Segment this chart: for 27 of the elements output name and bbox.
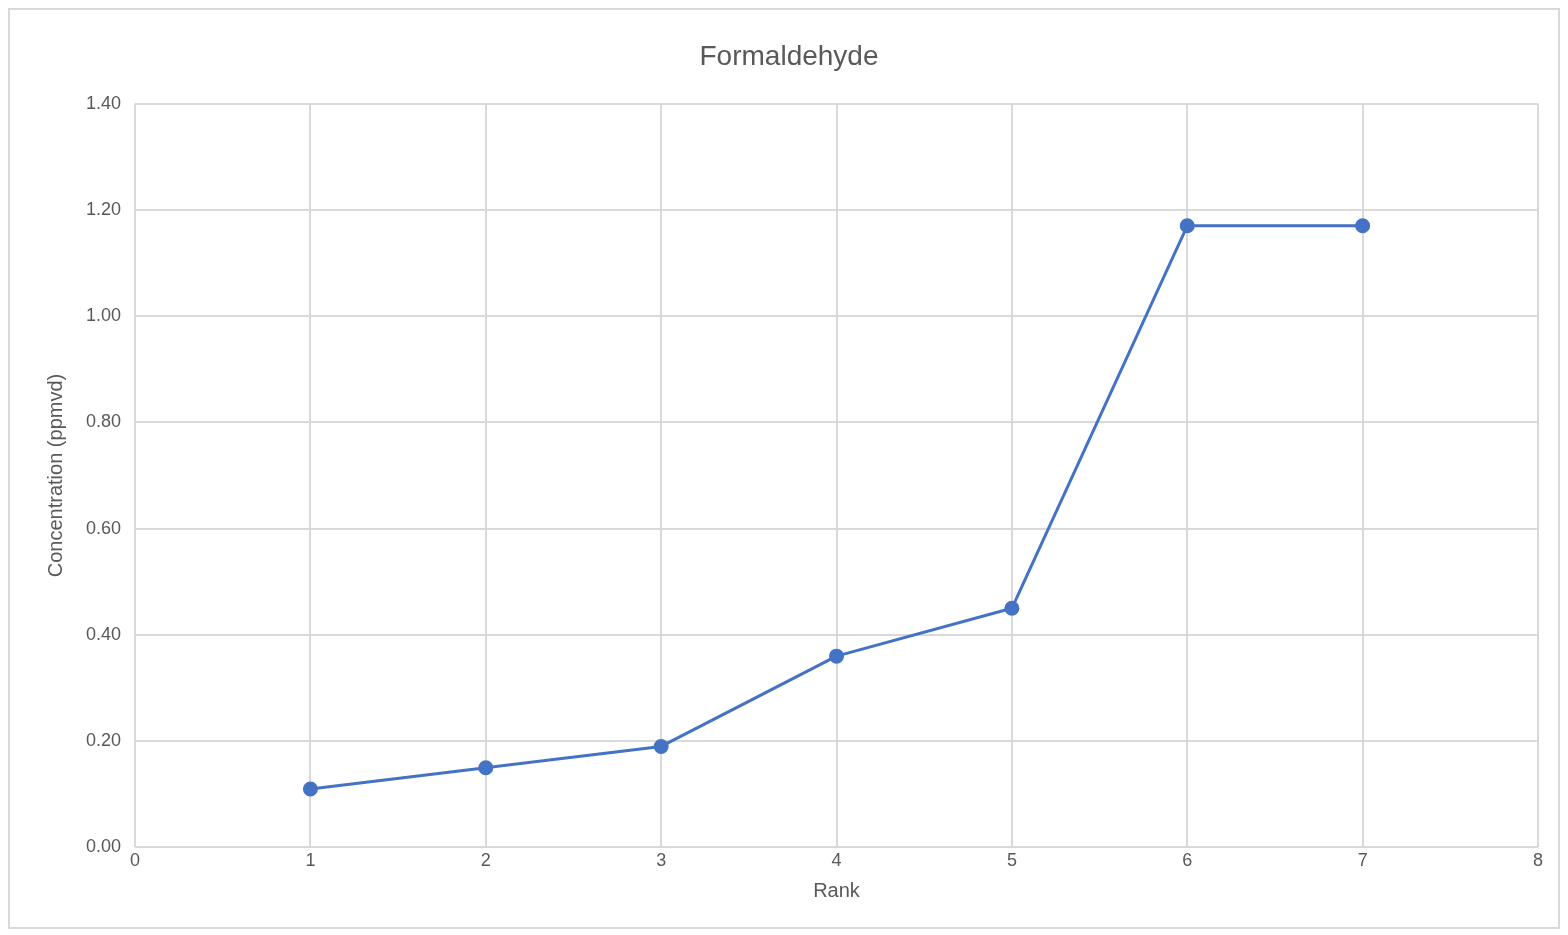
- x-tick-label: 5: [1006, 850, 1017, 871]
- x-tick-label: 6: [1182, 850, 1193, 871]
- y-tick-label: 1.20: [85, 198, 122, 219]
- point: [829, 648, 845, 664]
- y-tick-label: 0.20: [85, 730, 122, 751]
- x-tick-label: 4: [831, 850, 842, 871]
- x-tick-label: 0: [130, 850, 141, 871]
- point: [478, 760, 494, 776]
- point: [1355, 218, 1371, 234]
- y-tick-label: 0.40: [85, 623, 122, 644]
- y-tick-label: 0.60: [85, 517, 122, 538]
- x-tick-label: 7: [1357, 850, 1368, 871]
- chart-title: Formaldehyde: [699, 39, 879, 71]
- y-tick-label: 1.00: [85, 305, 122, 326]
- point: [1004, 600, 1020, 616]
- point: [1179, 218, 1195, 234]
- x-tick-label: 1: [305, 850, 316, 871]
- x-tick-label: 3: [656, 850, 667, 871]
- y-tick-label: 0.00: [85, 836, 122, 857]
- y-tick-label: 0.80: [85, 411, 122, 432]
- x-tick-label: 8: [1532, 850, 1544, 871]
- x-tick-label: 2: [480, 850, 491, 871]
- point: [653, 738, 669, 754]
- x-axis-title: Rank: [813, 878, 861, 901]
- point: [302, 781, 318, 797]
- y-axis-title: Concentration (ppmvd): [43, 373, 66, 578]
- y-tick-label: 1.40: [85, 92, 122, 113]
